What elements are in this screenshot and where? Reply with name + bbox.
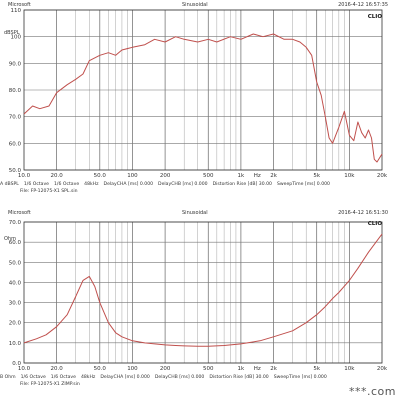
bottom-footer-6: Distortion Rise [dB] 30.00 [209,375,269,380]
top-footer-3: 48kHz [84,182,99,187]
imp-xtick-label: 100 [127,366,138,372]
imp-xtick-label: 5k [313,366,320,372]
bottom-header-right: 2016-4-12 16:51:30 [338,210,388,216]
bottom-y-unit: Ohm [4,236,16,242]
imp-xtick-label: 2k [270,366,277,372]
bottom-footer: B Ohm 1/6 Octave 1/6 Octave 48kHz DelayCHA [… [0,375,332,380]
bottom-footer-2: 1/6 Octave [50,375,76,380]
spl-ytick-label: 50.0 [9,168,22,174]
spl-series-line-0 [23,33,383,163]
spl-ytick-label: 60.0 [9,141,22,147]
spl-xtick-label: 20k [377,173,388,179]
impedance-panel: Microsoft Sinusoidal 2016-4-12 16:51:30 … [0,208,400,396]
bottom-header-center: Sinusoidal [182,210,208,216]
top-y-unit: dBSPL [4,30,20,36]
bottom-footer-0: B Ohm [0,375,16,380]
top-footer-0: A dBSPL [0,182,19,187]
spl-xtick-label: 10.0 [18,173,31,179]
top-footer-1: 1/6 Octave [23,182,49,187]
imp-xtick-label: 10.0 [18,366,31,372]
top-footer-5: DelayCHB [ms] 0.000 [158,182,208,187]
top-header-center: Sinusoidal [182,2,208,8]
imp-ytick-label: 70.0 [9,220,22,226]
watermark: ***.com [349,385,396,398]
imp-xtick-label: 20.0 [51,366,64,372]
spl-xtick-label: 100 [127,173,138,179]
bottom-file-label: File: FP-12075-X1 ZIMP.sin [20,382,80,387]
spl-panel: Microsoft Sinusoidal 2016-4-12 16:57:35 … [0,0,400,196]
imp-ytick-label: 0.0 [12,361,21,367]
bottom-brand-logo: CLIO [367,221,382,227]
bottom-header-left: Microsoft [8,210,31,216]
top-footer-2: 1/6 Octave [54,182,80,187]
imp-series-line-0 [23,233,383,347]
imp-ytick-label: 60.0 [9,240,22,246]
top-brand-logo: CLIO [367,14,382,20]
spl-ytick-label: 70.0 [9,115,22,121]
spl-ytick-label: 110 [11,8,22,14]
spl-xtick-label: 200 [160,173,171,179]
spl-xtick-label: 500 [203,173,214,179]
imp-ytick-label: 50.0 [9,260,22,266]
imp-plot-frame [23,221,383,364]
top-footer-4: DelayCHA [ms] 0.000 [103,182,154,187]
bottom-footer-7: SweepTime [ms] 0.000 [273,375,327,380]
impedance-chart: 0.010.020.030.040.050.060.070.010.0 20.0 5… [9,220,388,372]
spl-xtick-label: 5k [313,173,320,179]
imp-ytick-label: 30.0 [9,301,22,307]
bottom-footer-1: 1/6 Octave [20,375,46,380]
bottom-footer-4: DelayCHA [ms] 0.000 [100,375,150,380]
top-footer-7: SweepTime [ms] 0.000 [276,182,330,187]
top-footer-6: Distortion Rise [dB] 30.00 [212,182,272,187]
spl-xtick-label: 2k [270,173,277,179]
top-file-label: File: FP-12075-X1 SPL.sin [20,189,78,194]
spl-chart: 50.0 60.0 70.0 80.0 90.0 100 110 10.0 20.0 50.0 10… [9,8,388,179]
top-header-left: Microsoft [8,2,31,8]
imp-x-unit: Hz [254,366,261,372]
top-header-right: 2016-4-12 16:57:35 [338,2,388,8]
spl-x-unit: Hz [254,173,261,179]
imp-xtick-label: 50.0 [94,366,107,372]
spl-ytick-label: 90.0 [9,61,22,67]
imp-ytick-label: 10.0 [9,341,22,347]
spl-xtick-label: 10k [344,173,355,179]
spl-ytick-label: 100 [11,35,22,41]
top-footer: A dBSPL 1/6 Octave 1/6 Octave 48kHz DelayCHA… [0,182,335,187]
bottom-footer-3: 48kHz [80,375,96,380]
spl-ytick-label: 80.0 [9,88,22,94]
spl-xtick-label: 20.0 [51,173,64,179]
spl-plot-frame [23,9,383,171]
imp-ytick-label: 20.0 [9,321,22,327]
spl-xtick-label: 50.0 [94,173,107,179]
imp-xtick-label: 20k [377,366,388,372]
imp-xtick-label: 500 [203,366,214,372]
bottom-footer-5: DelayCHB [ms] 0.000 [154,375,205,380]
imp-ytick-label: 40.0 [9,280,22,286]
spl-xtick-label: 1k [238,173,245,179]
imp-xtick-label: 200 [160,366,171,372]
imp-xtick-label: 10k [344,366,355,372]
imp-xtick-label: 1k [238,366,245,372]
